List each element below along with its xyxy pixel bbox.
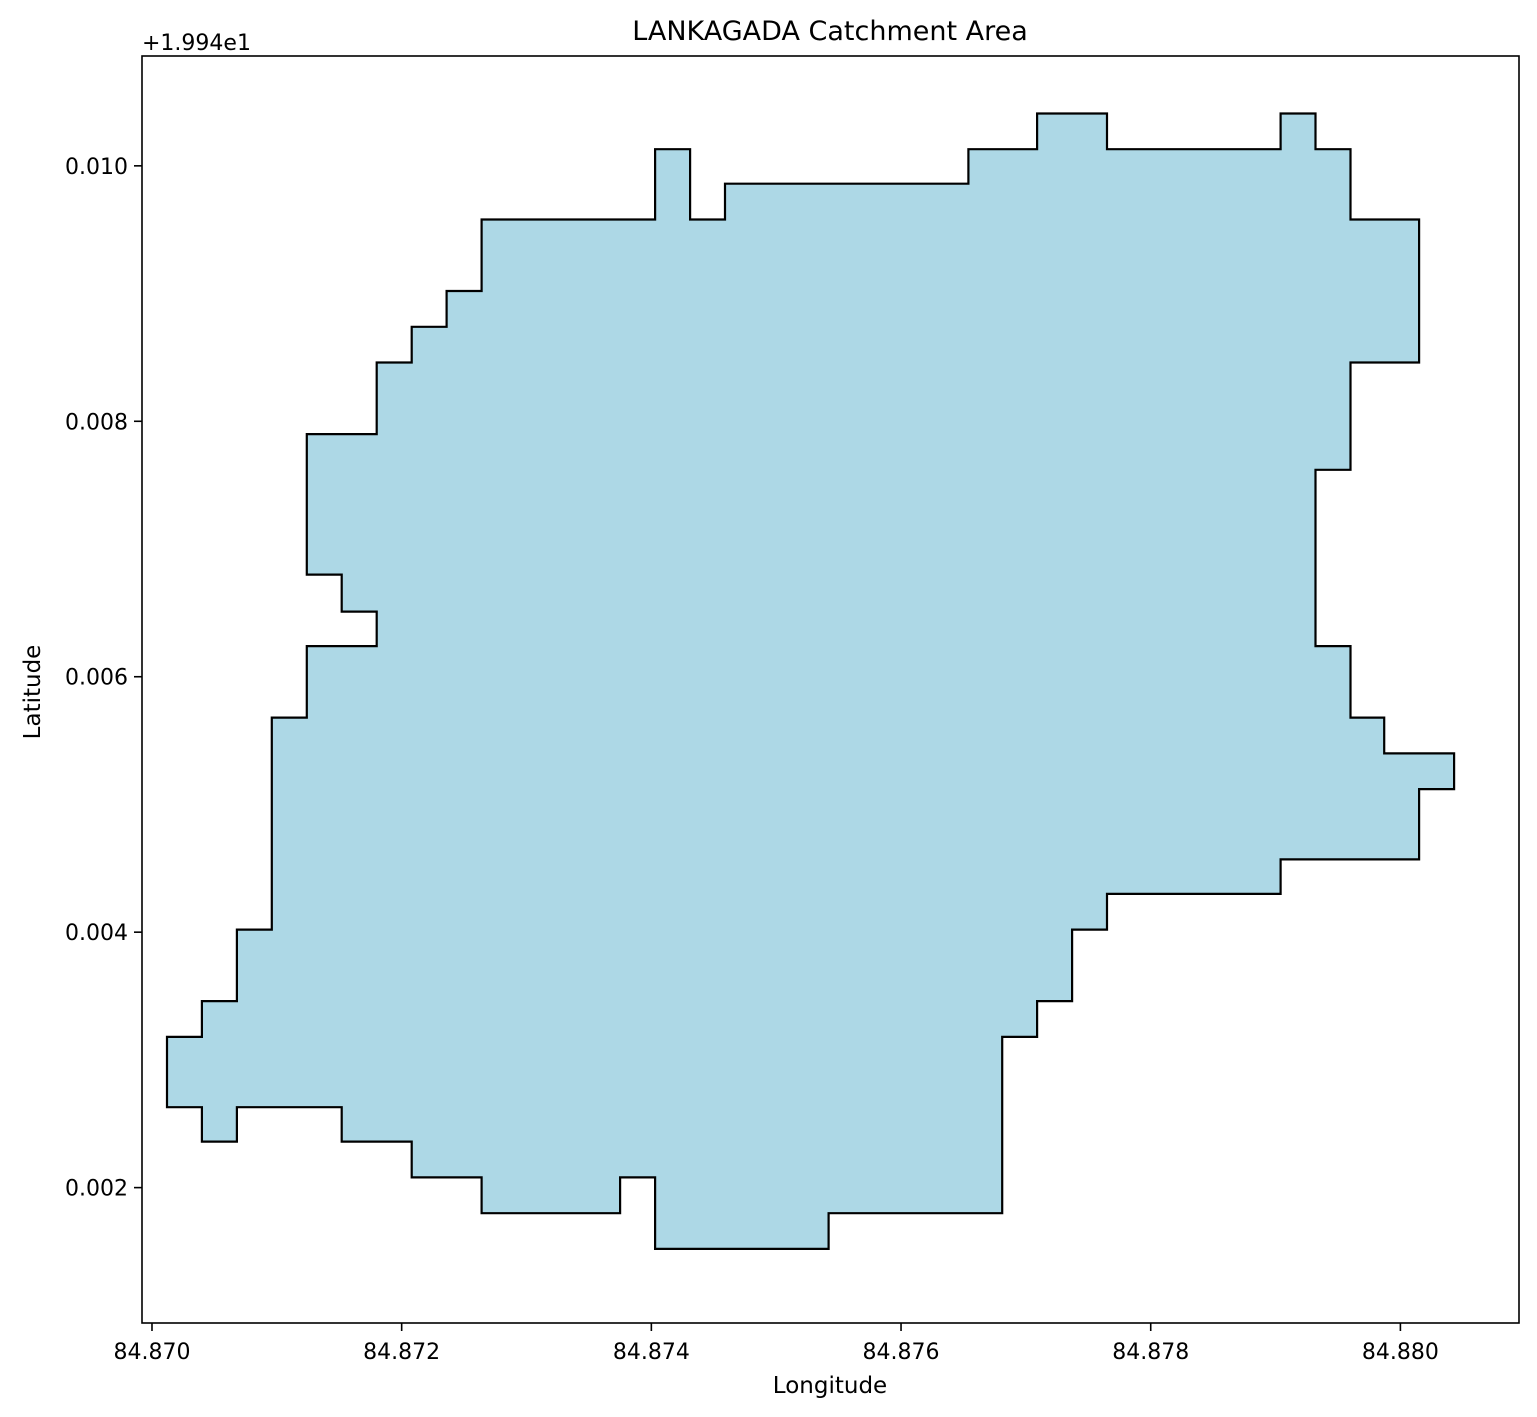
plot-frame	[141, 55, 1520, 1324]
y-offset-text: +1.994e1	[142, 31, 251, 56]
y-tick-label: 0.008	[65, 410, 128, 435]
x-tick-label: 84.872	[363, 1340, 440, 1365]
y-tick-label: 0.010	[65, 155, 128, 180]
x-axis-label: Longitude	[773, 1373, 887, 1399]
x-tick-label: 84.878	[1112, 1340, 1189, 1365]
y-tick-label: 0.006	[65, 666, 128, 691]
y-tick-label: 0.002	[65, 1177, 128, 1202]
y-axis-label: Latitude	[20, 645, 46, 740]
x-axis: 84.870 84.872 84.874 84.876 84.878 84.880	[113, 1323, 1439, 1365]
x-tick-label: 84.876	[863, 1340, 940, 1365]
catchment-polygon	[165, 112, 1456, 1250]
x-tick-label: 84.874	[613, 1340, 690, 1365]
x-tick-label: 84.870	[113, 1340, 190, 1365]
chart-title: LANKAGADA Catchment Area	[632, 16, 1028, 47]
plot-area	[165, 112, 1456, 1250]
x-tick-label: 84.880	[1362, 1340, 1439, 1365]
y-tick-label: 0.004	[65, 921, 128, 946]
y-axis: 0.002 0.004 0.006 0.008 0.010	[65, 155, 142, 1202]
